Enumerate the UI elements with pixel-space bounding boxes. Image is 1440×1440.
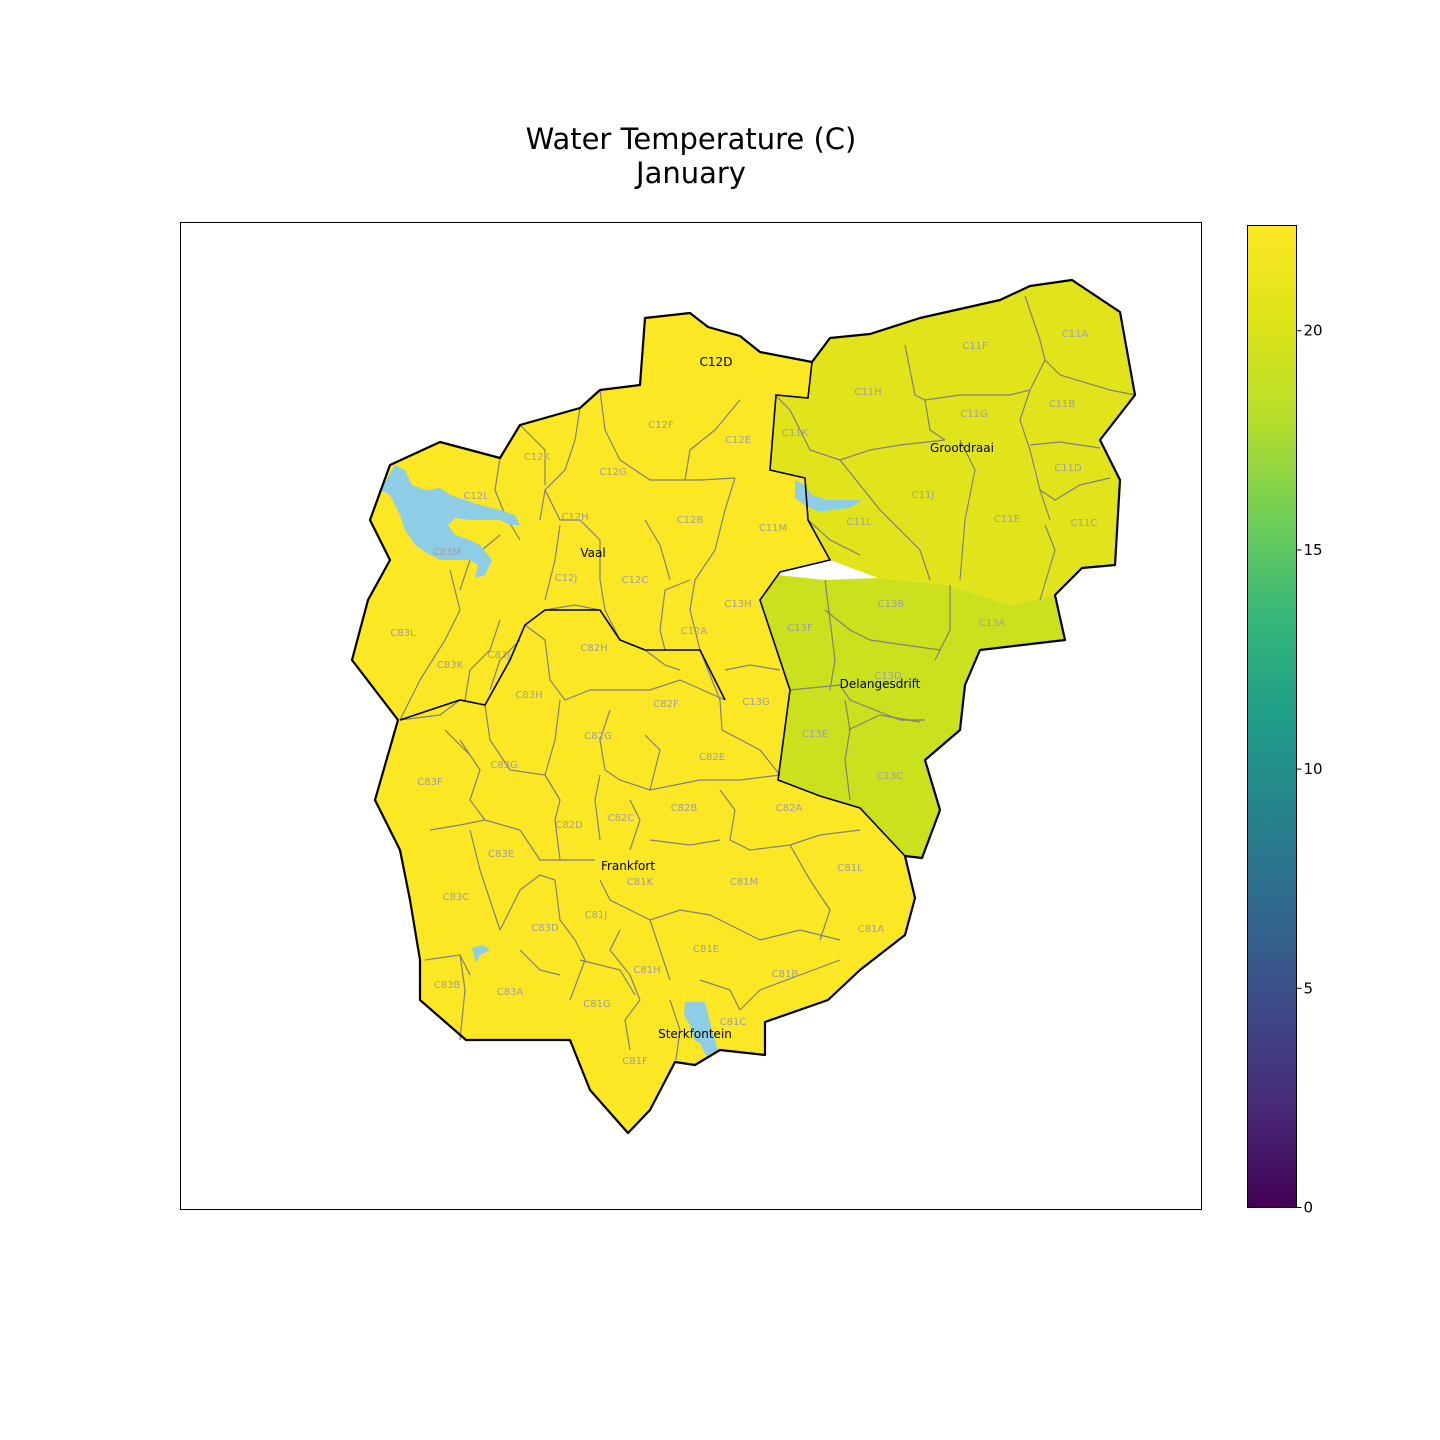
region-label: C81A <box>858 924 885 935</box>
region-label: C12L <box>463 491 489 502</box>
region-label: C12H <box>561 512 588 523</box>
region-label: C83B <box>434 980 461 991</box>
subcatchment-borders <box>399 295 1136 1061</box>
region-label: C11F <box>962 341 988 352</box>
region-label: C83G <box>490 760 517 771</box>
region-label: C81E <box>693 944 719 955</box>
place-label-grootdraai: Grootdraai <box>930 441 994 455</box>
region-label: C82E <box>699 752 725 763</box>
region-label: C83L <box>390 628 416 639</box>
region-label: C83M <box>433 547 461 558</box>
dam-waterbodies <box>380 465 862 1056</box>
region-label: C83F <box>417 777 443 788</box>
region-label: C13D <box>874 671 902 682</box>
region-label: C13H <box>724 599 751 610</box>
region-label: C83E <box>488 849 514 860</box>
region-label: C83A <box>497 987 524 998</box>
region-label: C12G <box>599 467 626 478</box>
map-frame <box>180 222 1202 1210</box>
region-label: C81C <box>720 1017 747 1028</box>
region-label: C83J <box>488 650 511 661</box>
catchment-outline <box>350 278 1137 1135</box>
region-label: C83H <box>515 690 542 701</box>
region-label: C81H <box>633 965 660 976</box>
region-label: C83D <box>531 923 559 934</box>
region-label: C81G <box>583 999 610 1010</box>
region-label: C11L <box>846 517 872 528</box>
region-label: C81K <box>627 877 654 888</box>
vaal-dam <box>380 465 520 578</box>
region-label: C11J <box>912 490 935 501</box>
region-label: C81J <box>585 910 608 921</box>
sterkfontein-dam <box>684 1002 718 1056</box>
region-label: C81M <box>730 877 758 888</box>
region-label: C83C <box>443 892 470 903</box>
region-label: C82F <box>653 699 679 710</box>
region-label: C11A <box>1062 329 1089 340</box>
region-label: C12B <box>677 515 704 526</box>
region-label: C82B <box>671 803 698 814</box>
grootdraai-dam <box>795 480 862 512</box>
colorbar-gradient <box>1247 225 1297 1208</box>
region-label: C11D <box>1054 463 1082 474</box>
region-labels: C11A C11F C11H C11G C11B C11K C11D C11J … <box>390 329 1097 1067</box>
zone-east <box>760 575 1065 858</box>
region-label: C13E <box>802 729 828 740</box>
colorbar-tick-label: 10 <box>1304 760 1323 778</box>
region-label: C82C <box>608 813 635 824</box>
region-label: C13G <box>742 697 769 708</box>
place-label-sterkfontein: Sterkfontein <box>658 1027 732 1041</box>
region-label: C11G <box>960 409 987 420</box>
region-label: C11M <box>759 523 787 534</box>
region-label: C81F <box>622 1056 648 1067</box>
place-label-frankfort: Frankfort <box>601 859 655 873</box>
colorbar-tick-label: 15 <box>1304 541 1323 559</box>
region-label: C11E <box>994 514 1020 525</box>
map-title-line-2: January <box>634 156 746 190</box>
region-label: C12A <box>681 626 708 637</box>
region-label: C12J <box>555 573 578 584</box>
region-label: C13C <box>877 771 904 782</box>
c8-c1-divider <box>399 609 726 721</box>
region-label: C12E <box>725 435 751 446</box>
colorbar: 0 5 10 15 20 <box>1247 225 1323 1217</box>
small-dam <box>472 945 490 963</box>
region-label: C11C <box>1071 518 1098 529</box>
region-label: C12C <box>622 575 649 586</box>
region-label: C13A <box>979 618 1006 629</box>
zone-divider-outline <box>759 361 906 857</box>
region-label: C12K <box>524 452 551 463</box>
region-label: C82A <box>776 803 803 814</box>
region-label: C81B <box>772 969 799 980</box>
region-label: C13B <box>878 599 905 610</box>
region-label: C11B <box>1049 399 1076 410</box>
region-label: C11H <box>854 387 881 398</box>
region-label: C11K <box>782 428 809 439</box>
place-labels: C12D Grootdraai Vaal Delangesdrift Frank… <box>580 355 994 1041</box>
place-label-c12d: C12D <box>700 355 733 369</box>
region-label: C82H <box>580 643 607 654</box>
place-label-vaal: Vaal <box>580 546 605 560</box>
place-label-delangesdrift: Delangesdrift <box>840 677 921 691</box>
region-label: C81L <box>837 863 863 874</box>
region-label: C13F <box>787 623 813 634</box>
region-label: C82D <box>555 820 583 831</box>
region-label: C12F <box>648 420 674 431</box>
region-label: C82G <box>584 731 611 742</box>
colorbar-tick-label: 5 <box>1304 979 1314 997</box>
colorbar-ticks: 0 5 10 15 20 <box>1296 322 1323 1217</box>
colorbar-tick-label: 0 <box>1304 1199 1314 1217</box>
colorbar-tick-label: 20 <box>1304 322 1323 340</box>
map-title-line-1: Water Temperature (C) <box>526 122 857 156</box>
region-label: C83K <box>437 660 464 671</box>
